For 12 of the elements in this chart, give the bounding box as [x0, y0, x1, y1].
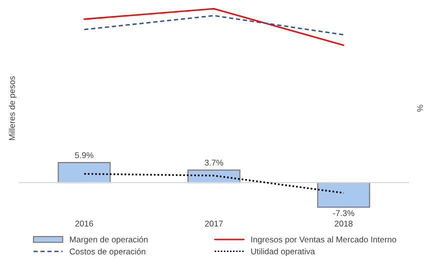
- legend-label: Costos de operación: [70, 248, 146, 256]
- x-tick-label: 2018: [334, 220, 353, 227]
- y2-axis-title: %: [417, 104, 423, 112]
- x-tick-label: 2017: [205, 220, 223, 227]
- data-label: 5.9%: [75, 152, 94, 158]
- x-tick-label: 2016: [75, 220, 94, 227]
- legend-label: Margen de operación: [70, 236, 148, 244]
- legend-label: Ingresos por Ventas al Mercado Interno: [251, 236, 396, 244]
- data-label: -7.3%: [333, 210, 354, 216]
- legend-label: Utilidad operativa: [251, 248, 315, 256]
- y-axis-title: Milleres de pesos: [8, 76, 17, 140]
- data-label: 3.7%: [204, 160, 224, 166]
